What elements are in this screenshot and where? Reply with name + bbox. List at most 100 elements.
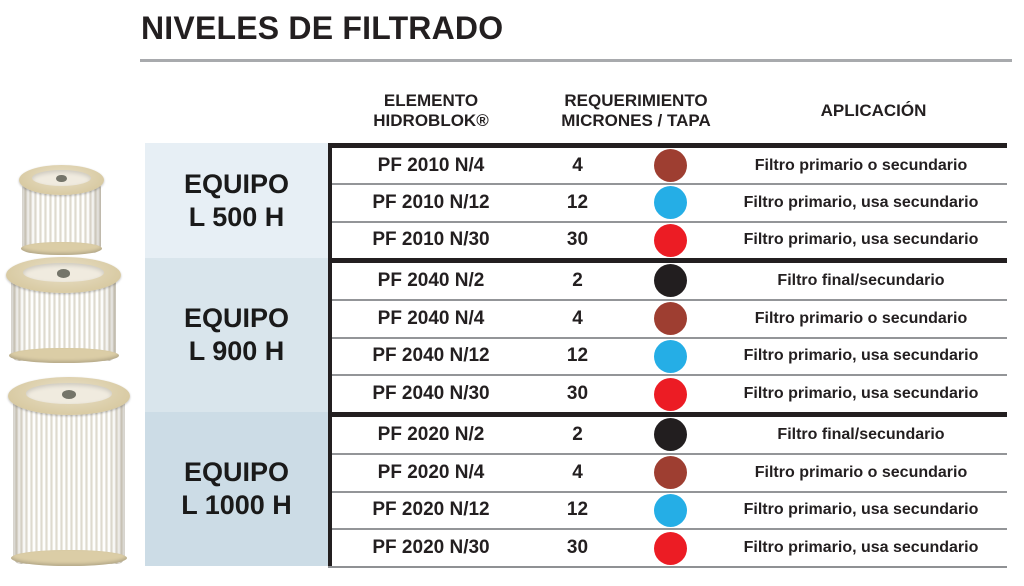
- table-row: PF 2040 N/2 2 Filtro final/secundario: [332, 263, 1007, 299]
- table-row: PF 2040 N/12 12 Filtro primario, usa sec…: [332, 336, 1007, 375]
- microns-cell: 2: [572, 269, 583, 291]
- table-bottom-rule: [328, 566, 1007, 568]
- application-cell: Filtro primario o secundario: [754, 463, 968, 481]
- application-cell: Filtro primario, usa secundario: [743, 539, 979, 557]
- table-row: PF 2020 N/2 2 Filtro final/secundario: [332, 417, 1007, 453]
- table-row: PF 2040 N/4 4 Filtro primario o secundar…: [332, 298, 1007, 337]
- microns-cell: 2: [572, 423, 583, 445]
- cap-color-cell: [625, 418, 715, 452]
- cap-color-cell: [625, 456, 715, 490]
- group-rows: PF 2010 N/4 4 Filtro primario o secundar…: [328, 143, 1007, 258]
- filter-cap-hole: [56, 175, 67, 183]
- microns-cell: 12: [566, 499, 589, 521]
- group-rows: PF 2040 N/2 2 Filtro final/secundario PF…: [328, 258, 1007, 412]
- filter-foot: [8, 348, 119, 363]
- cap-color-dot: [653, 377, 687, 411]
- filtration-levels-table: ELEMENTO HIDROBLOK® REQUERIMIENTO MICRON…: [145, 85, 1007, 572]
- application-cell: Filtro final/secundario: [777, 271, 945, 289]
- cap-color-cell: [625, 531, 715, 565]
- application-cell: Filtro primario o secundario: [754, 156, 968, 174]
- table-row: PF 2010 N/30 30 Filtro primario, usa sec…: [332, 220, 1007, 258]
- page-title: NIVELES DE FILTRADO: [141, 10, 504, 46]
- table-row: PF 2010 N/12 12 Filtro primario, usa sec…: [332, 183, 1007, 220]
- filter-cap: [8, 377, 130, 415]
- microns-cell: 4: [572, 307, 583, 329]
- element-cell: PF 2040 N/12: [372, 345, 490, 367]
- cap-color-cell: [625, 264, 715, 298]
- cap-color-cell: [625, 339, 715, 373]
- filter-cap: [6, 257, 121, 293]
- cap-color-cell: [625, 377, 715, 411]
- group-label-l900h: EQUIPO L 900 H: [145, 258, 328, 412]
- table-row: PF 2020 N/4 4 Filtro primario o secundar…: [332, 452, 1007, 491]
- filter-cap: [18, 165, 105, 195]
- element-cell: PF 2040 N/2: [377, 269, 485, 291]
- cap-color-dot: [653, 302, 687, 336]
- table-row: PF 2020 N/30 30 Filtro primario, usa sec…: [332, 528, 1007, 566]
- group-label-l1000h: EQUIPO L 1000 H: [145, 412, 328, 566]
- application-cell: Filtro primario, usa secundario: [743, 231, 979, 249]
- cap-color-dot: [653, 531, 687, 565]
- element-cell: PF 2010 N/4: [377, 154, 485, 176]
- filter-photo-large: [7, 377, 131, 566]
- element-cell: PF 2020 N/4: [377, 461, 485, 483]
- group-label-l500h: EQUIPO L 500 H: [145, 143, 328, 258]
- element-cell: PF 2020 N/30: [372, 537, 490, 559]
- filter-photo-small: [18, 165, 105, 255]
- cap-color-cell: [625, 186, 715, 220]
- microns-cell: 4: [572, 154, 583, 176]
- cap-color-dot: [653, 339, 687, 373]
- element-cell: PF 2040 N/30: [372, 383, 490, 405]
- group-l900h: EQUIPO L 900 H PF 2040 N/2 2 Filtro fina…: [145, 258, 1007, 412]
- group-label-line: L 500 H: [188, 201, 285, 232]
- application-cell: Filtro primario, usa secundario: [743, 385, 979, 403]
- cap-color-cell: [625, 302, 715, 336]
- microns-cell: 4: [572, 461, 583, 483]
- table-body: EQUIPO L 500 H PF 2010 N/4 4 Filtro prim…: [145, 143, 1007, 566]
- table-row: PF 2040 N/30 30 Filtro primario, usa sec…: [332, 374, 1007, 412]
- column-header-aplicacion: APLICACIÓN: [740, 101, 1007, 121]
- application-cell: Filtro primario, usa secundario: [743, 501, 979, 519]
- cap-color-cell: [625, 149, 715, 183]
- microns-cell: 30: [566, 537, 589, 559]
- cap-color-dot: [653, 456, 687, 490]
- group-label-line: L 900 H: [188, 336, 285, 366]
- header-line: HIDROBLOK®: [373, 111, 489, 130]
- column-header-elemento: ELEMENTO HIDROBLOK®: [331, 91, 531, 131]
- title-underline: [140, 59, 1012, 62]
- table-row: PF 2020 N/12 12 Filtro primario, usa sec…: [332, 490, 1007, 529]
- application-cell: Filtro primario o secundario: [754, 309, 968, 327]
- microns-cell: 12: [566, 191, 589, 213]
- element-cell: PF 2020 N/12: [372, 499, 490, 521]
- column-header-requerimiento: REQUERIMIENTO MICRONES / TAPA: [530, 91, 742, 131]
- header-line: ELEMENTO: [383, 91, 479, 110]
- filter-body: [13, 397, 125, 564]
- element-cell: PF 2010 N/30: [372, 229, 490, 251]
- group-rows: PF 2020 N/2 2 Filtro final/secundario PF…: [328, 412, 1007, 566]
- cap-color-dot: [653, 493, 687, 527]
- filter-cap-hole: [56, 269, 71, 278]
- group-label-line: EQUIPO: [183, 303, 290, 333]
- filter-cap-hole: [61, 389, 77, 400]
- group-l500h: EQUIPO L 500 H PF 2010 N/4 4 Filtro prim…: [145, 143, 1007, 258]
- cap-color-dot: [653, 264, 687, 298]
- group-l1000h: EQUIPO L 1000 H PF 2020 N/2 2 Filtro fin…: [145, 412, 1007, 566]
- header-line: REQUERIMIENTO: [564, 91, 708, 110]
- microns-cell: 30: [566, 383, 589, 405]
- header-line: APLICACIÓN: [820, 101, 927, 120]
- element-cell: PF 2020 N/2: [377, 423, 485, 445]
- cap-color-dot: [653, 186, 687, 220]
- cap-color-cell: [625, 223, 715, 257]
- group-label-line: EQUIPO: [183, 457, 290, 487]
- application-cell: Filtro final/secundario: [777, 425, 945, 443]
- microns-cell: 30: [566, 229, 589, 251]
- cap-color-dot: [653, 223, 687, 257]
- element-cell: PF 2040 N/4: [377, 307, 485, 329]
- group-label-line: EQUIPO: [183, 168, 290, 199]
- cap-color-cell: [625, 493, 715, 527]
- group-label-line: L 1000 H: [181, 490, 292, 520]
- filter-photo-medium: [5, 257, 122, 363]
- element-cell: PF 2010 N/12: [372, 191, 490, 213]
- cap-color-dot: [653, 149, 687, 183]
- microns-cell: 12: [566, 345, 589, 367]
